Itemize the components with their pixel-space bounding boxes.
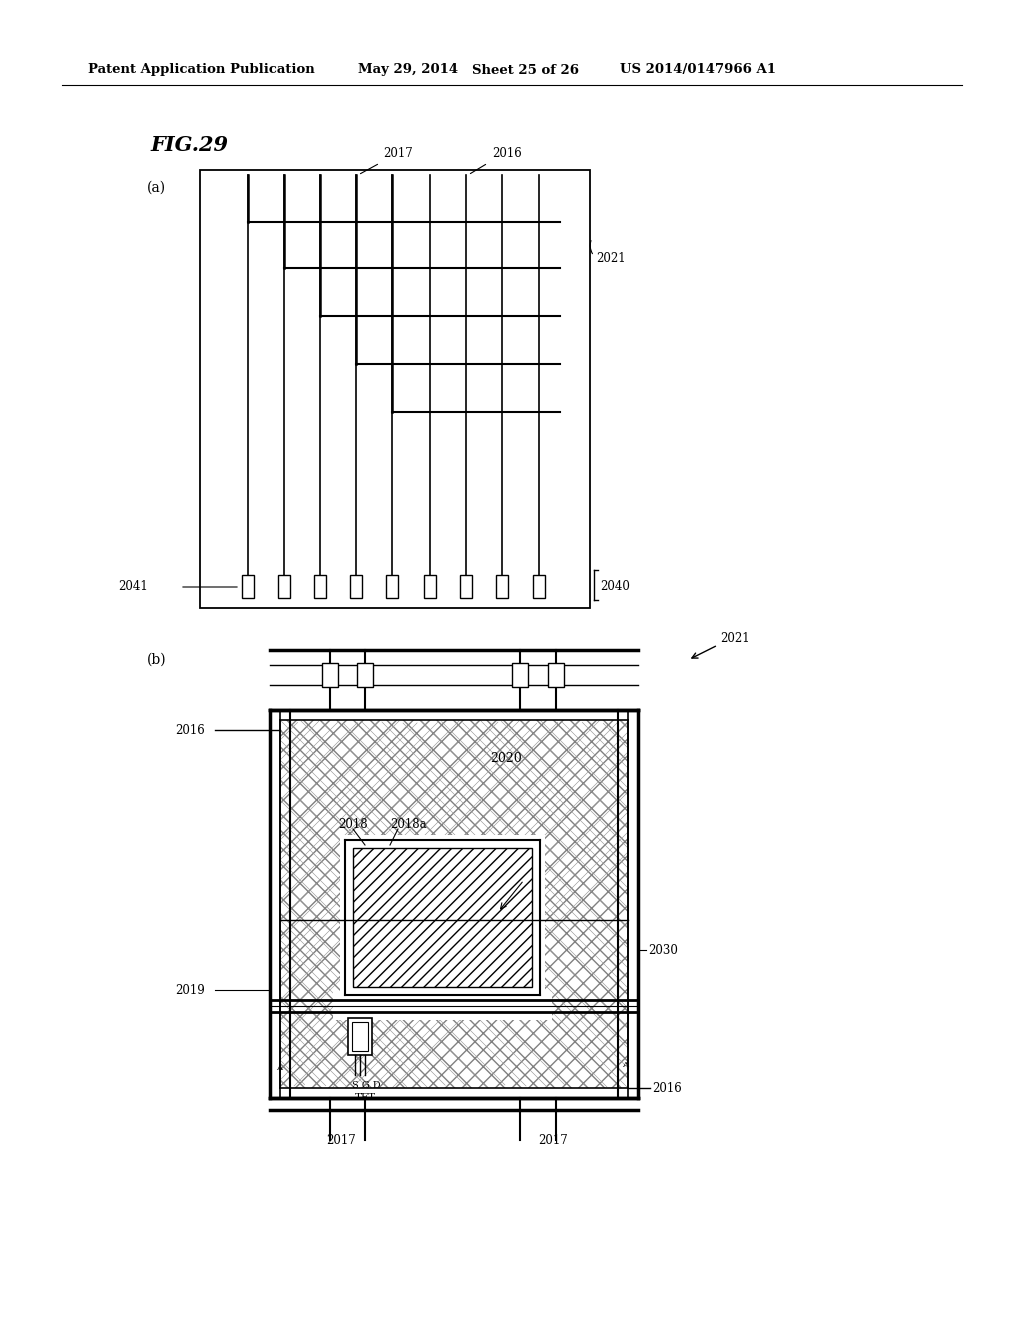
- Text: (a): (a): [147, 181, 166, 195]
- Text: Patent Application Publication: Patent Application Publication: [88, 63, 314, 77]
- Text: 2017: 2017: [538, 1134, 567, 1147]
- Text: 2016: 2016: [652, 1081, 682, 1094]
- Bar: [280, 719, 628, 1088]
- Bar: [352, 1022, 368, 1051]
- Text: US 2014/0147966 A1: US 2014/0147966 A1: [620, 63, 776, 77]
- Text: S G D: S G D: [352, 1081, 381, 1089]
- Text: 2018: 2018: [338, 818, 368, 832]
- Text: 2016: 2016: [175, 723, 205, 737]
- Bar: [242, 576, 254, 598]
- Bar: [350, 576, 362, 598]
- Text: (b): (b): [147, 653, 167, 667]
- Text: 2020: 2020: [490, 751, 522, 764]
- Bar: [278, 576, 290, 598]
- Bar: [348, 1018, 372, 1055]
- Text: 2017: 2017: [383, 147, 413, 160]
- Text: 2017: 2017: [326, 1134, 355, 1147]
- Text: 2030: 2030: [648, 944, 678, 957]
- Bar: [340, 836, 545, 1001]
- Bar: [353, 847, 532, 987]
- Text: 2040: 2040: [600, 579, 630, 593]
- Bar: [460, 576, 472, 598]
- Bar: [386, 576, 398, 598]
- Bar: [200, 170, 590, 609]
- Text: A: A: [622, 1061, 628, 1069]
- Text: FIG.29: FIG.29: [150, 135, 228, 154]
- Bar: [357, 663, 373, 686]
- Bar: [496, 576, 508, 598]
- Bar: [424, 576, 436, 598]
- Text: 2019: 2019: [175, 983, 205, 997]
- Text: 2021: 2021: [720, 631, 750, 644]
- Bar: [333, 993, 552, 1020]
- Bar: [548, 663, 564, 686]
- Text: 2021: 2021: [596, 252, 626, 264]
- Bar: [314, 576, 326, 598]
- Bar: [512, 663, 528, 686]
- Bar: [322, 663, 338, 686]
- Text: 2016: 2016: [492, 147, 522, 160]
- Text: May 29, 2014: May 29, 2014: [358, 63, 458, 77]
- Bar: [534, 576, 545, 598]
- Text: 2018a: 2018a: [390, 818, 427, 832]
- Text: A: A: [276, 1064, 282, 1072]
- Text: 2041: 2041: [118, 581, 147, 594]
- Text: Sheet 25 of 26: Sheet 25 of 26: [472, 63, 579, 77]
- Text: TFT: TFT: [355, 1093, 376, 1101]
